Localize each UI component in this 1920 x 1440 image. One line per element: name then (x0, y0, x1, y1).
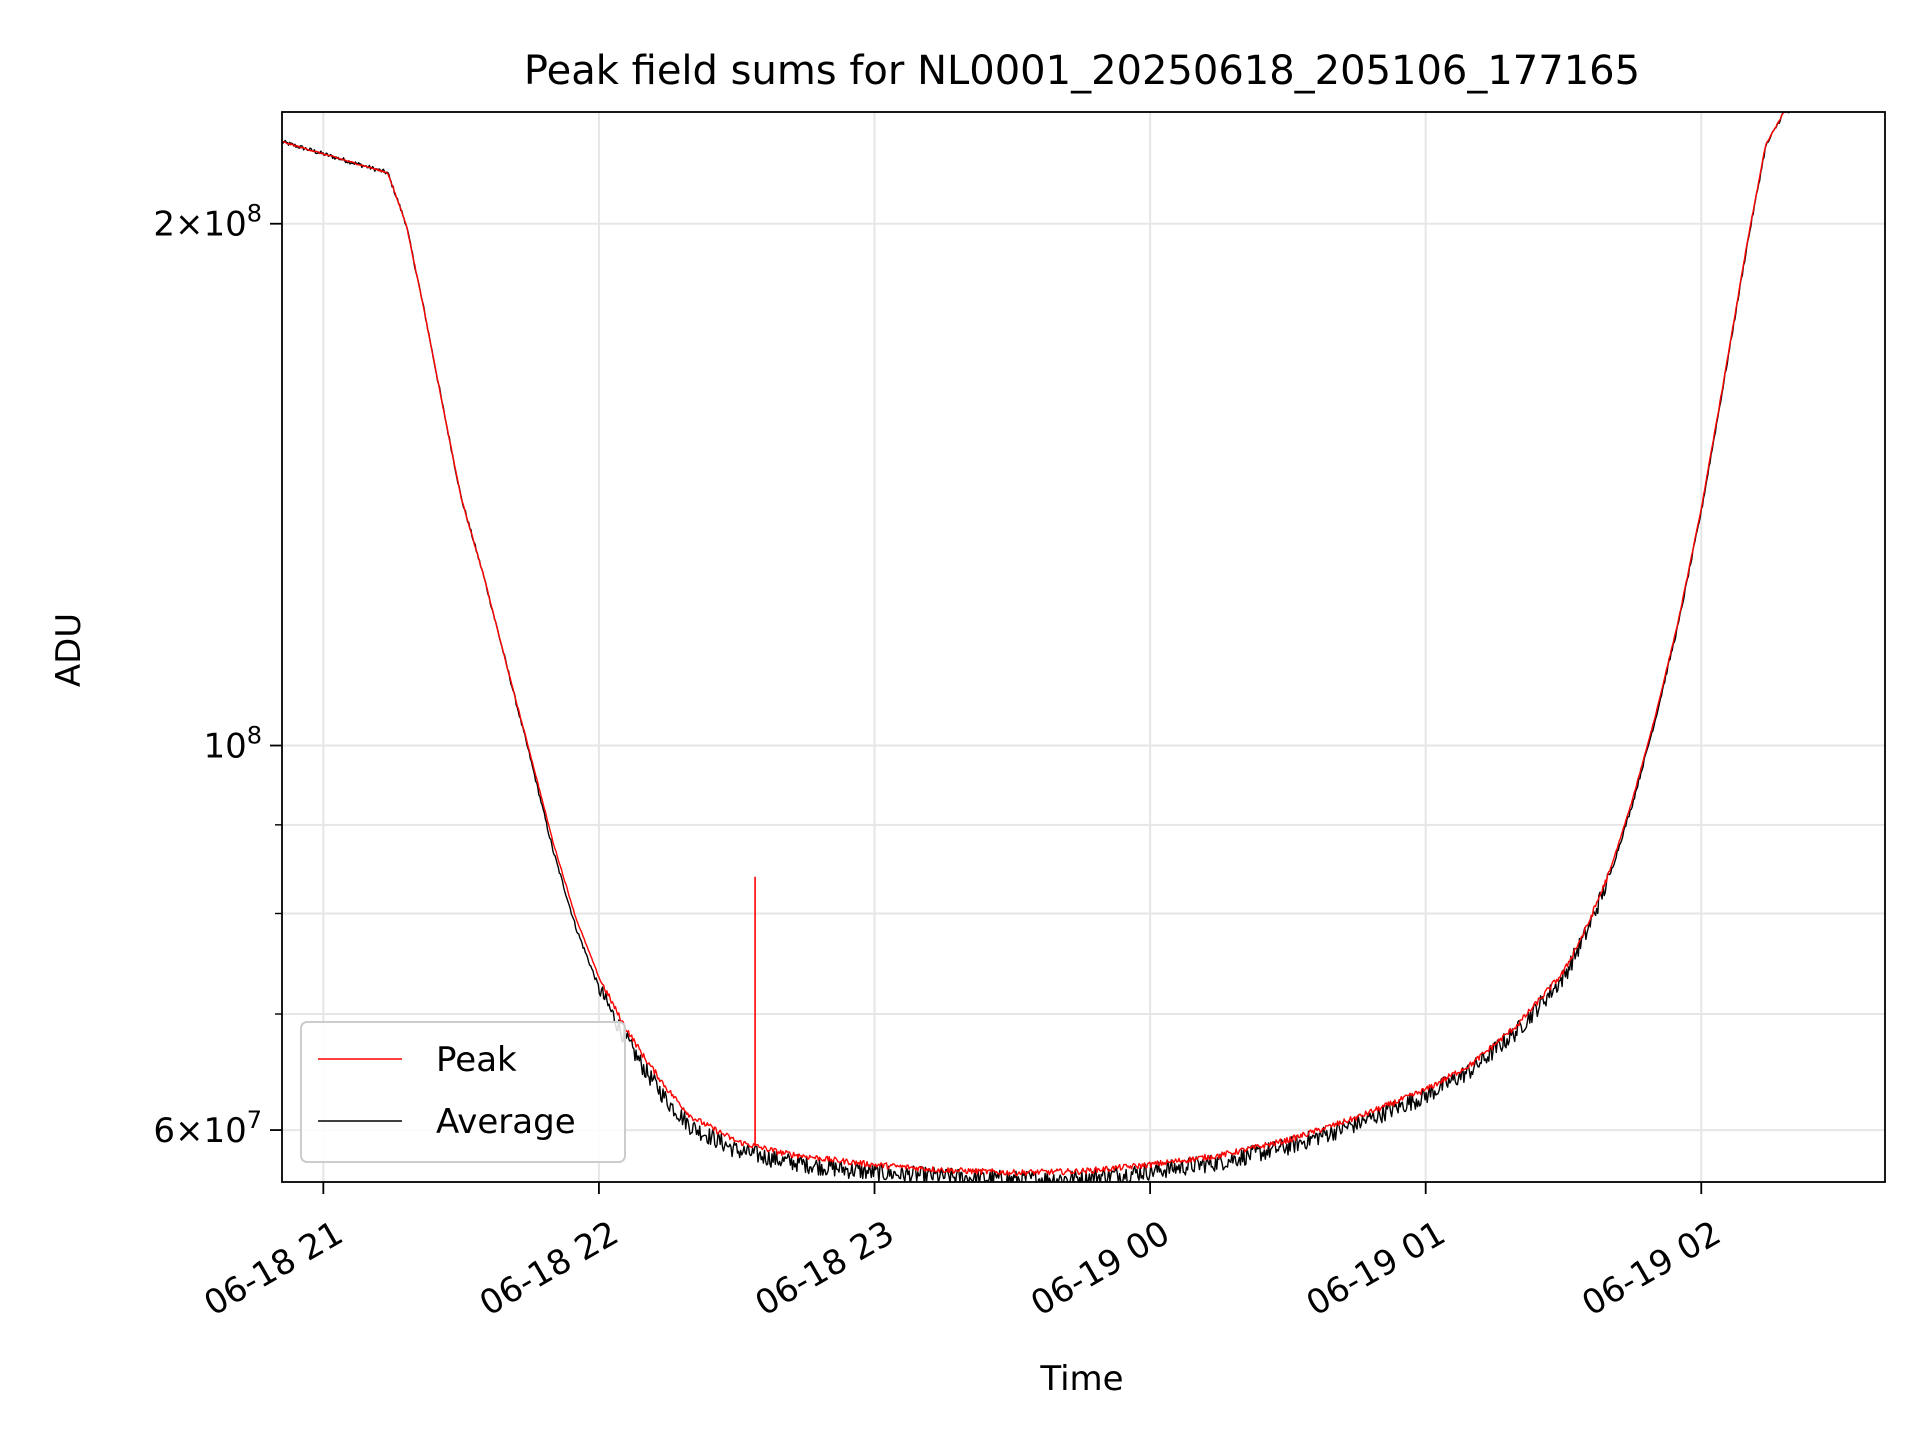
legend-peak-label: Peak (436, 1040, 517, 1080)
legend-average-label: Average (436, 1102, 576, 1142)
y-axis-label: ADU (49, 613, 89, 687)
series-layer (282, 112, 1794, 1182)
y-axis: 2×108 108 6×107 (153, 200, 282, 1151)
y-tick-label: 6×107 (153, 1106, 262, 1151)
legend-box (300, 1021, 626, 1163)
legend: Peak Average (300, 1021, 626, 1163)
axes-frame (281, 111, 1886, 1183)
y-tick-label: 2×108 (153, 200, 262, 245)
x-axis-label: Time (1039, 1359, 1123, 1399)
y-tick-label: 108 (203, 722, 262, 767)
chart-title: Peak field sums for NL0001_20250618_2051… (524, 48, 1640, 94)
series-line-peak (282, 112, 1794, 1177)
